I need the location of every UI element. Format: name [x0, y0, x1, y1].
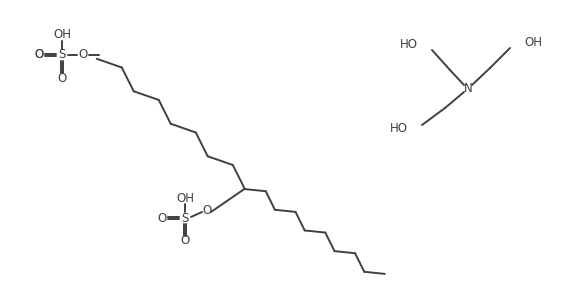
- Text: O: O: [203, 204, 212, 217]
- Text: O: O: [34, 48, 44, 61]
- Text: O: O: [57, 72, 67, 84]
- Text: O: O: [79, 48, 88, 61]
- Text: O: O: [34, 48, 44, 61]
- Text: OH: OH: [53, 28, 71, 41]
- Text: N: N: [464, 81, 472, 95]
- Text: O: O: [158, 211, 167, 224]
- Text: OH: OH: [176, 191, 194, 204]
- Text: S: S: [182, 211, 189, 224]
- Text: HO: HO: [390, 122, 408, 135]
- Text: HO: HO: [400, 39, 418, 52]
- Text: S: S: [58, 48, 65, 61]
- Text: O: O: [180, 235, 189, 247]
- Text: OH: OH: [524, 37, 542, 50]
